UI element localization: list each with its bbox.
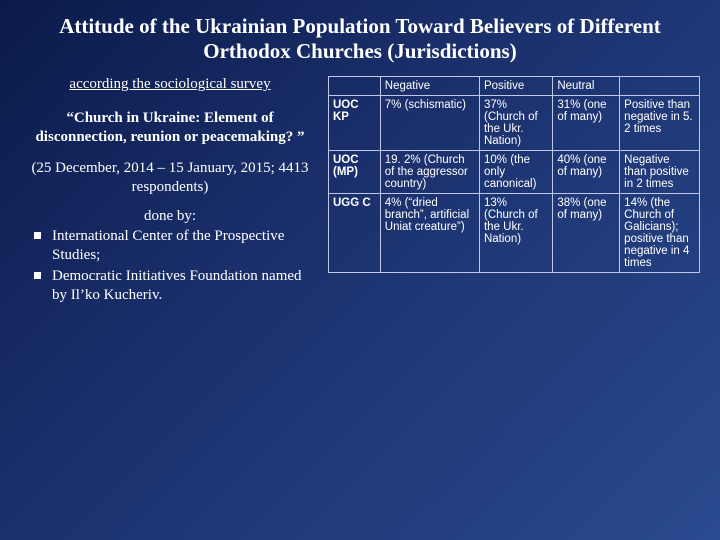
left-column: according the sociological survey “Churc… <box>20 76 320 530</box>
survey-subtitle: “Church in Ukraine: Element of disconnec… <box>20 109 320 147</box>
row-label: UOC (MP) <box>329 151 381 194</box>
table-row: UOC KP 7% (schismatic) 37% (Church of th… <box>329 96 700 151</box>
slide: Attitude of the Ukrainian Population Tow… <box>0 0 720 540</box>
col-header-note <box>620 77 700 96</box>
col-header-neutral: Neutral <box>553 77 620 96</box>
row-label: UGG C <box>329 194 381 273</box>
table-header-row: Negative Positive Neutral <box>329 77 700 96</box>
right-column: Negative Positive Neutral UOC KP 7% (sch… <box>328 76 700 530</box>
survey-dates: (25 December, 2014 – 15 January, 2015; 4… <box>20 159 320 197</box>
attitude-table: Negative Positive Neutral UOC KP 7% (sch… <box>328 76 700 273</box>
cell-negative: 4% (“dried branch”, artificial Uniat cre… <box>380 194 479 273</box>
cell-negative: 19. 2% (Church of the aggressor country) <box>380 151 479 194</box>
table-row: UOC (MP) 19. 2% (Church of the aggressor… <box>329 151 700 194</box>
cell-note: Positive than negative in 5. 2 times <box>620 96 700 151</box>
table-row: UGG C 4% (“dried branch”, artificial Uni… <box>329 194 700 273</box>
done-by-list: International Center of the Prospective … <box>20 227 320 306</box>
cell-note: 14% (the Church of Galicians); positive … <box>620 194 700 273</box>
col-header-negative: Negative <box>380 77 479 96</box>
row-label: UOC KP <box>329 96 381 151</box>
survey-link: according the sociological survey <box>20 76 320 93</box>
page-title: Attitude of the Ukrainian Population Tow… <box>20 14 700 64</box>
cell-positive: 13% (Church of the Ukr. Nation) <box>479 194 552 273</box>
col-header-positive: Positive <box>479 77 552 96</box>
content-area: according the sociological survey “Churc… <box>20 76 700 530</box>
cell-note: Negative than positive in 2 times <box>620 151 700 194</box>
cell-positive: 37% (Church of the Ukr. Nation) <box>479 96 552 151</box>
list-item: Democratic Initiatives Foundation named … <box>38 267 320 305</box>
list-item: International Center of the Prospective … <box>38 227 320 265</box>
done-by-header: done by: <box>20 208 320 225</box>
col-header-blank <box>329 77 381 96</box>
cell-positive: 10% (the only canonical) <box>479 151 552 194</box>
cell-neutral: 38% (one of many) <box>553 194 620 273</box>
cell-neutral: 40% (one of many) <box>553 151 620 194</box>
cell-negative: 7% (schismatic) <box>380 96 479 151</box>
cell-neutral: 31% (one of many) <box>553 96 620 151</box>
